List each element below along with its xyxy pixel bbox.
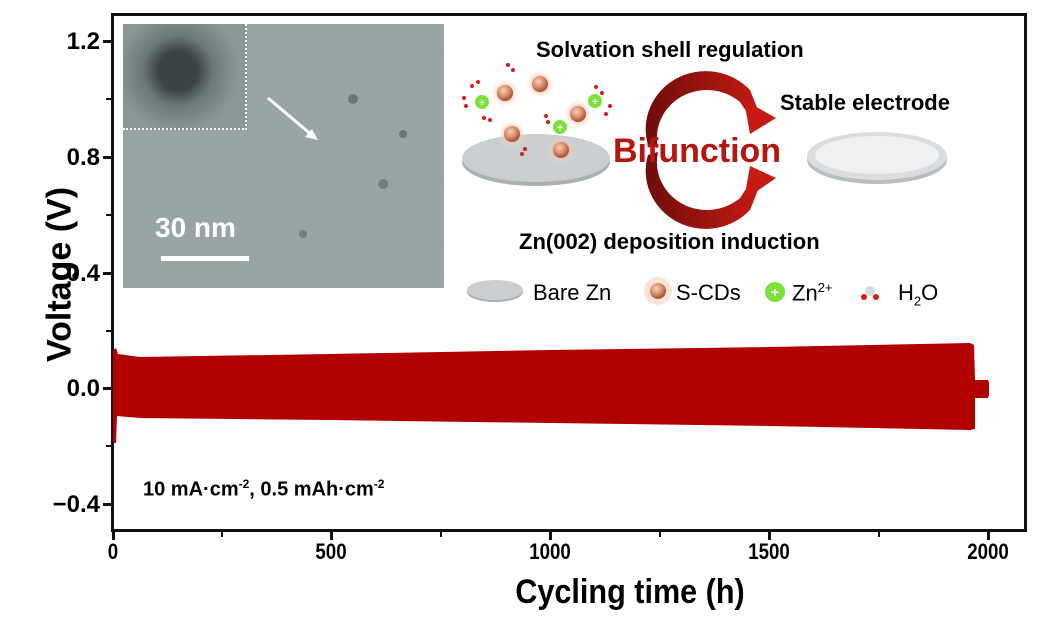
svg-text:+: + <box>771 284 779 300</box>
ytick-label: 0.0 <box>66 375 100 402</box>
xtick-label: 1500 <box>748 539 790 564</box>
xtick-minor <box>440 532 442 537</box>
h-text: H <box>898 280 914 305</box>
x-axis-title: Cycling time (h) <box>515 573 745 611</box>
ytick-mark <box>103 156 112 159</box>
xtick-mark <box>768 532 771 540</box>
zn-charge: 2+ <box>817 280 833 295</box>
zn-ion-legend-label: Zn2+ <box>792 280 833 306</box>
ytick-minor <box>106 330 112 332</box>
xtick-mark <box>330 532 333 540</box>
tem-image-inset: 30 nm <box>123 24 444 288</box>
ytick-minor <box>106 445 112 447</box>
xtick-label: 500 <box>315 539 347 564</box>
stable-electrode-label: Stable electrode <box>780 90 950 115</box>
o-text: O <box>921 280 939 305</box>
xtick-minor <box>878 532 880 537</box>
xtick-mark <box>112 532 115 540</box>
bifunction-cycle-arrows <box>645 71 776 229</box>
svg-text:+: + <box>592 97 598 108</box>
schematic-graphics: + + + <box>462 63 947 229</box>
s-cd-particles <box>491 70 592 164</box>
xtick-minor <box>221 532 223 537</box>
zn-ion-legend-icon: + <box>765 282 785 302</box>
tem-magnified-inset <box>123 24 247 130</box>
xtick-label: 2000 <box>967 539 1009 564</box>
test-condition-label: 10 mA·cm-2, 0.5 mAh·cm-2 <box>143 477 384 502</box>
areal-capacity: , 0.5 mAh·cm <box>249 478 374 501</box>
exponent: -2 <box>373 477 385 491</box>
ytick-mark <box>103 387 112 390</box>
xtick-mark <box>987 532 990 540</box>
scale-bar <box>161 256 249 261</box>
plot-frame <box>111 13 1027 532</box>
ytick-label: −0.4 <box>52 491 100 518</box>
ytick-mark <box>103 40 112 43</box>
s-cd-legend-label: S-CDs <box>676 280 741 305</box>
bifunction-label: Bifunction <box>613 132 782 170</box>
ytick-minor <box>106 98 112 100</box>
deposition-induction-label: Zn(002) deposition induction <box>519 229 820 254</box>
ytick-label: 0.8 <box>66 144 100 171</box>
ytick-label: 1.2 <box>66 28 100 55</box>
svg-text:+: + <box>479 98 485 109</box>
xtick-minor <box>659 532 661 537</box>
ytick-mark <box>103 272 112 275</box>
ytick-minor <box>106 214 112 216</box>
water-legend-icon <box>861 286 879 300</box>
water-legend-label: H2O <box>898 280 938 308</box>
exponent: -2 <box>238 477 250 491</box>
water-molecules <box>462 63 612 156</box>
zn-ion-particles: + + + <box>475 94 602 134</box>
stable-electrode-disc <box>807 132 947 184</box>
svg-text:+: + <box>557 123 563 134</box>
solvation-shell-label: Solvation shell regulation <box>536 37 804 62</box>
xtick-mark <box>549 532 552 540</box>
ytick-mark <box>103 503 112 506</box>
h2o-subscript: 2 <box>913 293 922 309</box>
zn-text: Zn <box>792 280 818 306</box>
scale-bar-label: 30 nm <box>155 212 236 243</box>
ytick-label: 0.4 <box>66 260 100 287</box>
s-cd-legend-icon <box>644 277 672 305</box>
current-density: 10 mA·cm <box>143 478 239 501</box>
bare-zn-legend-label: Bare Zn <box>533 280 612 305</box>
xtick-label: 0 <box>107 539 119 564</box>
xtick-label: 1000 <box>529 539 571 564</box>
bare-zn-legend-icon <box>467 280 523 302</box>
bare-zn-disc <box>462 134 610 186</box>
